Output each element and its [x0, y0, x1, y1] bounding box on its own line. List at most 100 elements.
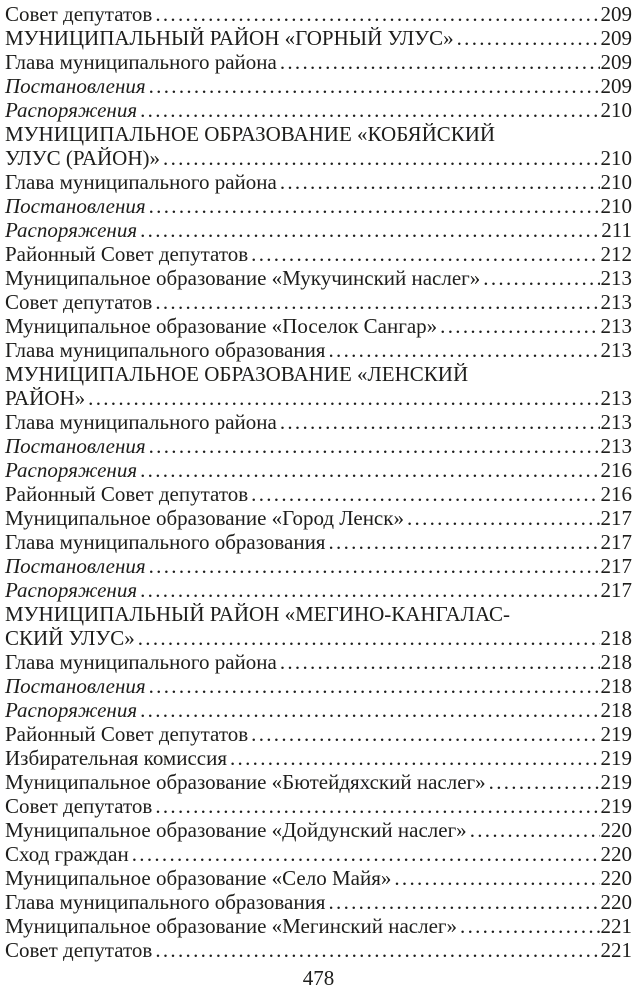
toc-entry: МУНИЦИПАЛЬНЫЙ РАЙОН «ГОРНЫЙ УЛУС» 209	[5, 26, 632, 50]
toc-entry-page-number: 218	[600, 626, 633, 650]
toc-entry: Глава муниципального образования 217	[5, 530, 632, 554]
toc-entry-title: Распоряжения	[5, 578, 138, 602]
dot-leader	[470, 818, 600, 842]
toc-entry-row: Муниципальное образование «Город Ленск» …	[5, 506, 632, 530]
toc-entry-title: Постановления	[5, 434, 146, 458]
toc-entry-page-number: 213	[600, 410, 633, 434]
dot-leader	[483, 266, 599, 290]
toc-entry-page-number: 218	[600, 674, 633, 698]
toc-entry-row: Муниципальное образование «Бютейдяхский …	[5, 770, 632, 794]
dot-leader	[280, 170, 600, 194]
toc-entry: МУНИЦИПАЛЬНОЕ ОБРАЗОВАНИЕ «КОБЯЙСКИЙ УЛУ…	[5, 122, 632, 170]
toc-entry-title: РАЙОН»	[5, 386, 86, 410]
toc-entry-row: Распоряжения 216	[5, 458, 632, 482]
toc-entry: Постановления 209	[5, 74, 632, 98]
toc-entry-title: Избирательная комиссия	[5, 746, 227, 770]
toc-entry-row: Глава муниципального района 210	[5, 170, 632, 194]
dot-leader	[328, 530, 599, 554]
dot-leader	[149, 554, 600, 578]
toc-entry-page-number: 213	[600, 434, 633, 458]
toc-entry-title: Муниципальное образование «Мегинский нас…	[5, 914, 458, 938]
toc-entry: Постановления 218	[5, 674, 632, 698]
toc-entry-row: Распоряжения 217	[5, 578, 632, 602]
toc-entry-page-number: 219	[600, 722, 633, 746]
toc-entry-title: Муниципальное образование «Город Ленск»	[5, 506, 404, 530]
toc-entry-page-number: 221	[600, 938, 633, 962]
dot-leader	[149, 434, 600, 458]
toc-entry-row: Избирательная комиссия 219	[5, 746, 632, 770]
toc-entry-page-number: 220	[600, 818, 633, 842]
toc-entry-row: РАЙОН» 213	[5, 386, 632, 410]
toc-entry-title-line1: МУНИЦИПАЛЬНОЕ ОБРАЗОВАНИЕ «КОБЯЙСКИЙ	[5, 122, 496, 146]
toc-entry-page-number: 218	[600, 698, 633, 722]
toc-entry-title: Постановления	[5, 74, 146, 98]
toc-entry-row: УЛУС (РАЙОН)» 210	[5, 146, 632, 170]
toc-entry-page-number: 218	[600, 650, 633, 674]
dot-leader	[155, 938, 599, 962]
dot-leader	[155, 2, 599, 26]
dot-leader	[149, 674, 600, 698]
toc-entry-page-number: 213	[600, 386, 633, 410]
toc-entry-title: Глава муниципального образования	[5, 890, 326, 914]
toc-entry-page-number: 210	[600, 98, 633, 122]
toc-entry: Районный Совет депутатов 219	[5, 722, 632, 746]
toc-entry-row: Муниципальное образование «Мукучинский н…	[5, 266, 632, 290]
toc-entry-row: Муниципальное образование «Поселок Санга…	[5, 314, 632, 338]
toc-entry: Распоряжения 216	[5, 458, 632, 482]
toc-entry: Муниципальное образование «Мегинский нас…	[5, 914, 632, 938]
toc-entry-page-number: 213	[600, 338, 633, 362]
toc-entry: Совет депутатов 209	[5, 2, 632, 26]
toc-entry-title: Глава муниципального района	[5, 170, 277, 194]
toc-entry-page-number: 220	[600, 866, 633, 890]
dot-leader	[251, 482, 599, 506]
toc-entry-title: Совет депутатов	[5, 938, 153, 962]
toc-entry-title: Распоряжения	[5, 458, 138, 482]
folio-page-number: 478	[302, 966, 335, 990]
toc-entry-title: Постановления	[5, 674, 146, 698]
toc-entry-page-number: 210	[600, 146, 633, 170]
toc-entry-title: Глава муниципального образования	[5, 338, 326, 362]
toc-entry-page-number: 209	[600, 2, 633, 26]
dot-leader	[407, 506, 600, 530]
dot-leader	[280, 50, 600, 74]
toc-entry-row: Распоряжения 218	[5, 698, 632, 722]
toc-entry-page-number: 216	[600, 482, 633, 506]
toc-entry-row: МУНИЦИПАЛЬНЫЙ РАЙОН «ГОРНЫЙ УЛУС» 209	[5, 26, 632, 50]
toc-entry: Глава муниципального образования 213	[5, 338, 632, 362]
toc-entry-title: Распоряжения	[5, 98, 138, 122]
dot-leader	[394, 866, 599, 890]
toc-entry-row: Сход граждан 220	[5, 842, 632, 866]
toc-entry-page-number: 213	[600, 266, 633, 290]
dot-leader	[155, 290, 599, 314]
toc-entry-row: Районный Совет депутатов 219	[5, 722, 632, 746]
toc-entry-title: МУНИЦИПАЛЬНЫЙ РАЙОН «ГОРНЫЙ УЛУС»	[5, 26, 454, 50]
toc-entry-row: Районный Совет депутатов 212	[5, 242, 632, 266]
dot-leader	[328, 890, 599, 914]
dot-leader	[460, 914, 599, 938]
toc-entry-title: УЛУС (РАЙОН)»	[5, 146, 161, 170]
toc-entry-title: Совет депутатов	[5, 2, 153, 26]
toc-entry-page-number: 210	[600, 170, 633, 194]
dot-leader	[457, 26, 600, 50]
dot-leader	[251, 242, 599, 266]
toc-entry-title: Глава муниципального района	[5, 650, 277, 674]
toc-entry: Постановления 217	[5, 554, 632, 578]
dot-leader	[280, 410, 600, 434]
toc-entry-row: Постановления 217	[5, 554, 632, 578]
toc-entry: Постановления 210	[5, 194, 632, 218]
toc-entry-title: СКИЙ УЛУС»	[5, 626, 135, 650]
toc-entry-row: Постановления 218	[5, 674, 632, 698]
page-footer: 478	[5, 966, 632, 990]
dot-leader	[140, 218, 600, 242]
toc-entry-page-number: 212	[600, 242, 633, 266]
dot-leader	[149, 194, 600, 218]
toc-entry: Совет депутатов 219	[5, 794, 632, 818]
toc-entry-title: Глава муниципального района	[5, 410, 277, 434]
toc-entry: Распоряжения 218	[5, 698, 632, 722]
toc-entry: Совет депутатов 221	[5, 938, 632, 962]
toc-entry: Муниципальное образование «Мукучинский н…	[5, 266, 632, 290]
toc-entry-row: Муниципальное образование «Село Майя» 22…	[5, 866, 632, 890]
toc-entry: МУНИЦИПАЛЬНЫЙ РАЙОН «МЕГИНО-КАНГАЛАС- СК…	[5, 602, 632, 650]
toc-entry-title: Районный Совет депутатов	[5, 722, 249, 746]
